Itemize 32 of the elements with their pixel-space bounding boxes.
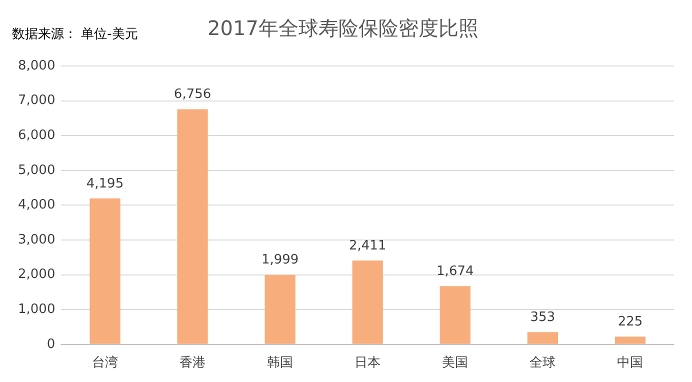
- bar: [352, 260, 383, 344]
- data-label: 6,756: [174, 87, 212, 102]
- data-label: 2,411: [349, 238, 386, 254]
- x-tick-label: 台湾: [92, 354, 118, 371]
- bar: [614, 336, 646, 344]
- bar: [527, 332, 558, 344]
- data-label: 225: [618, 314, 643, 330]
- data-label: 1,999: [261, 252, 299, 268]
- x-tick-label: 全球: [530, 356, 556, 371]
- y-tick-label: 2,000: [18, 267, 56, 282]
- y-tick-label: 6,000: [18, 128, 56, 143]
- x-tick-label: 美国: [442, 354, 468, 371]
- x-tick-label: 香港: [180, 356, 206, 371]
- y-tick-label: 0: [46, 336, 56, 352]
- bar: [177, 109, 208, 344]
- y-tick-label: 7,000: [18, 93, 56, 108]
- y-tick-label: 3,000: [18, 232, 56, 248]
- x-tick-label: 中国: [617, 356, 644, 371]
- y-tick-label: 5,000: [18, 162, 56, 178]
- data-label: 1,674: [436, 264, 474, 280]
- chart-title: 2017年全球寿险保险密度比照: [208, 16, 478, 40]
- data-label: 4,195: [86, 176, 124, 192]
- y-tick-label: 8,000: [18, 58, 56, 74]
- data-label: 353: [530, 310, 556, 325]
- x-tick-label: 日本: [354, 356, 381, 371]
- x-tick-label: 韩国: [267, 356, 294, 371]
- bar: [264, 274, 296, 344]
- y-tick-label: 4,000: [18, 198, 56, 213]
- source-note: 数据来源： 单位-美元: [12, 26, 138, 42]
- y-tick-label: 1,000: [18, 302, 56, 317]
- bar: [90, 198, 120, 344]
- bar: [440, 286, 470, 344]
